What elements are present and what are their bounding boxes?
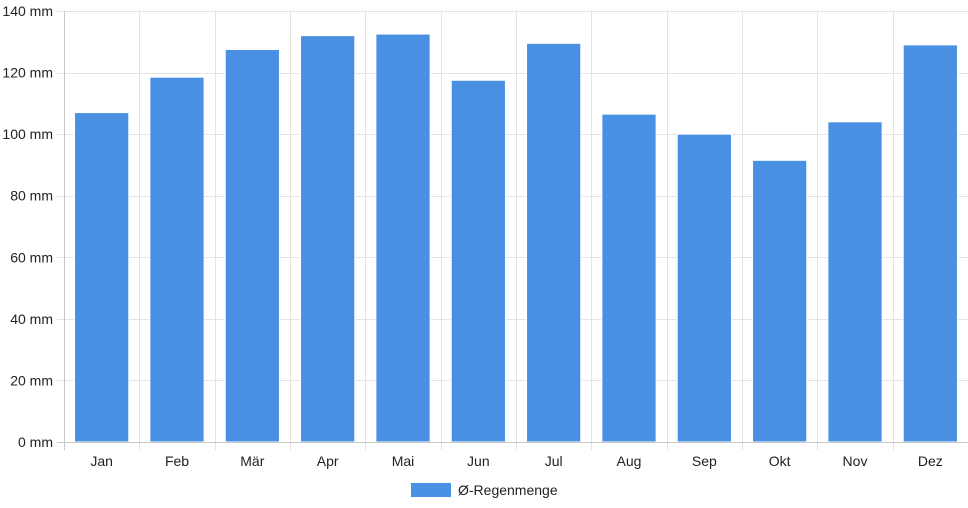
bar-8[interactable] xyxy=(676,133,732,443)
axes xyxy=(57,11,968,450)
y-tick-label: 60 mm xyxy=(10,249,53,265)
x-axis-tick-labels: Jan Feb Mär Apr Mai Jun Jul Aug Sep Okt Nov Dez xyxy=(90,453,942,469)
y-tick-label: 40 mm xyxy=(10,311,53,327)
y-axis-tick-labels: 0 mm 20 mm 40 mm 60 mm 80 mm 100 mm 120 mm 140 … xyxy=(2,3,53,450)
x-tick-label: Feb xyxy=(165,453,189,469)
y-tick-label: 100 mm xyxy=(2,126,53,142)
x-tick-label: Aug xyxy=(617,453,642,469)
x-tick-label: Jul xyxy=(545,453,563,469)
x-tick-label: Dez xyxy=(918,453,943,469)
bar-7[interactable] xyxy=(601,113,657,443)
bar-5[interactable] xyxy=(450,79,506,443)
bar-4[interactable] xyxy=(375,33,431,443)
bar-9[interactable] xyxy=(752,159,808,443)
grid-lines xyxy=(64,11,968,450)
bar-2[interactable] xyxy=(224,48,280,443)
x-tick-label: Sep xyxy=(692,453,717,469)
legend[interactable]: Ø-Regenmenge xyxy=(411,482,558,498)
x-tick-label: Mär xyxy=(240,453,264,469)
x-tick-label: Jun xyxy=(467,453,490,469)
bar-1[interactable] xyxy=(149,76,205,443)
legend-label[interactable]: Ø-Regenmenge xyxy=(458,482,558,498)
bars xyxy=(74,33,958,443)
bar-11[interactable] xyxy=(902,44,958,443)
y-tick-label: 0 mm xyxy=(18,434,53,450)
x-tick-label: Apr xyxy=(317,453,339,469)
y-tick-label: 140 mm xyxy=(2,3,53,19)
x-tick-label: Okt xyxy=(769,453,791,469)
x-tick-label: Mai xyxy=(392,453,415,469)
bar-6[interactable] xyxy=(526,42,582,443)
x-tick-label: Nov xyxy=(843,453,868,469)
y-tick-label: 80 mm xyxy=(10,188,53,204)
bar-0[interactable] xyxy=(74,112,130,443)
legend-swatch[interactable] xyxy=(411,483,451,497)
y-tick-label: 20 mm xyxy=(10,372,53,388)
bar-10[interactable] xyxy=(827,121,883,443)
x-tick-label: Jan xyxy=(90,453,113,469)
bar-3[interactable] xyxy=(300,35,356,443)
y-tick-label: 120 mm xyxy=(2,65,53,81)
